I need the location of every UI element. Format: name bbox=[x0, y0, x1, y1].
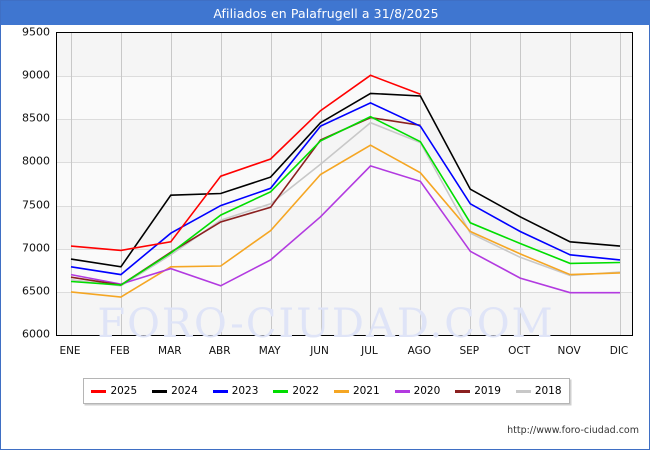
window-title-bar: Afiliados en Palafrugell a 31/8/2025 bbox=[1, 1, 650, 25]
gridline-vertical bbox=[520, 33, 522, 335]
y-axis-tick-label: 8000 bbox=[22, 154, 50, 168]
x-axis-tick-label: ABR bbox=[208, 345, 231, 357]
y-axis-tick-label: 8500 bbox=[22, 111, 50, 125]
x-axis-tick-label: NOV bbox=[557, 345, 581, 357]
y-axis-tick-label: 9000 bbox=[22, 68, 50, 82]
gridline-horizontal bbox=[57, 248, 632, 250]
y-axis-tick-label: 9500 bbox=[22, 25, 50, 39]
gridline-vertical bbox=[71, 33, 72, 335]
gridline-horizontal bbox=[57, 162, 632, 164]
gridline-vertical bbox=[120, 33, 122, 335]
legend-item-2022[interactable]: 2022 bbox=[273, 385, 319, 397]
series-lines bbox=[57, 33, 632, 335]
gridline-vertical bbox=[420, 33, 422, 335]
legend-item-2020[interactable]: 2020 bbox=[394, 385, 441, 397]
legend-label: 2020 bbox=[413, 385, 441, 397]
gridline-vertical bbox=[320, 33, 322, 335]
x-axis-tick-label: JUL bbox=[361, 345, 378, 357]
gridline-vertical bbox=[370, 33, 372, 335]
legend-label: 2022 bbox=[292, 385, 320, 397]
legend-swatch-icon bbox=[455, 389, 471, 393]
gridline-vertical bbox=[470, 33, 472, 335]
plot-box bbox=[56, 32, 633, 336]
legend-label: 2018 bbox=[534, 385, 562, 397]
legend-item-2018[interactable]: 2018 bbox=[515, 385, 562, 397]
y-axis-tick-label: 7500 bbox=[22, 198, 50, 212]
plot-band bbox=[57, 33, 632, 77]
gridline-horizontal bbox=[57, 205, 632, 207]
legend-label: 2025 bbox=[110, 385, 138, 397]
x-axis-tick-label: MAY bbox=[258, 345, 281, 357]
legend-swatch-icon bbox=[212, 389, 228, 393]
gridline-horizontal bbox=[57, 119, 632, 121]
chart-legend: 2025 2024 2023 2022 2021 2020 2019 2018 bbox=[83, 378, 570, 404]
page-title: Afiliados en Palafrugell a 31/8/2025 bbox=[213, 5, 439, 21]
legend-label: 2021 bbox=[352, 385, 380, 397]
series-line-2020 bbox=[71, 166, 620, 293]
y-axis-tick-label: 6000 bbox=[22, 327, 50, 341]
series-line-2025 bbox=[71, 75, 420, 250]
series-line-2018 bbox=[71, 123, 620, 286]
series-line-2023 bbox=[71, 103, 620, 275]
x-axis-tick-label: JUN bbox=[310, 345, 329, 357]
legend-item-2023[interactable]: 2023 bbox=[212, 385, 259, 397]
x-axis-tick-label: FEB bbox=[109, 345, 130, 357]
gridline-vertical bbox=[220, 33, 222, 335]
gridline-horizontal bbox=[57, 291, 632, 293]
y-axis-labels: 9500 9000 8500 8000 7500 7000 6500 6000 bbox=[1, 26, 53, 341]
series-line-2022 bbox=[71, 117, 620, 285]
plot-band bbox=[57, 119, 632, 163]
legend-swatch-icon bbox=[91, 389, 107, 393]
source-url: http://www.foro-ciudad.com bbox=[507, 425, 639, 436]
x-axis-tick-label: MAR bbox=[158, 345, 182, 357]
y-axis-tick-label: 6500 bbox=[22, 284, 50, 298]
chart-area: 9500 9000 8500 8000 7500 7000 6500 6000 ENE FEB M… bbox=[1, 25, 650, 357]
plot-band bbox=[57, 291, 632, 335]
series-line-2019 bbox=[71, 118, 420, 285]
legend-swatch-icon bbox=[515, 389, 531, 393]
gridline-horizontal bbox=[57, 76, 632, 78]
gridline-vertical bbox=[270, 33, 272, 335]
plot-band bbox=[57, 205, 632, 249]
legend-item-2021[interactable]: 2021 bbox=[333, 385, 380, 397]
x-axis-tick-label: OCT bbox=[508, 345, 531, 357]
legend-swatch-icon bbox=[273, 389, 289, 393]
legend-label: 2023 bbox=[231, 385, 259, 397]
gridline-vertical bbox=[570, 33, 572, 335]
legend-swatch-icon bbox=[152, 389, 168, 393]
x-axis-tick-label: ENE bbox=[59, 345, 81, 357]
x-axis-tick-label: DIC bbox=[609, 345, 629, 357]
legend-item-2025[interactable]: 2025 bbox=[91, 385, 137, 397]
y-axis-tick-label: 7000 bbox=[22, 241, 50, 255]
legend-item-2024[interactable]: 2024 bbox=[152, 385, 198, 397]
x-axis-tick-label: AGO bbox=[407, 345, 432, 357]
legend-label: 2024 bbox=[171, 385, 198, 397]
series-line-2024 bbox=[71, 93, 620, 266]
legend-label: 2019 bbox=[474, 385, 501, 397]
legend-swatch-icon bbox=[394, 389, 410, 393]
gridline-vertical bbox=[170, 33, 172, 335]
legend-item-2019[interactable]: 2019 bbox=[455, 385, 501, 397]
gridline-vertical bbox=[620, 33, 621, 335]
x-axis-labels: ENE FEB MAR ABR MAY JUN JUL AGO SEP OCT NOV DIC bbox=[56, 341, 633, 363]
x-axis-tick-label: SEP bbox=[459, 345, 480, 357]
legend-swatch-icon bbox=[333, 389, 349, 393]
